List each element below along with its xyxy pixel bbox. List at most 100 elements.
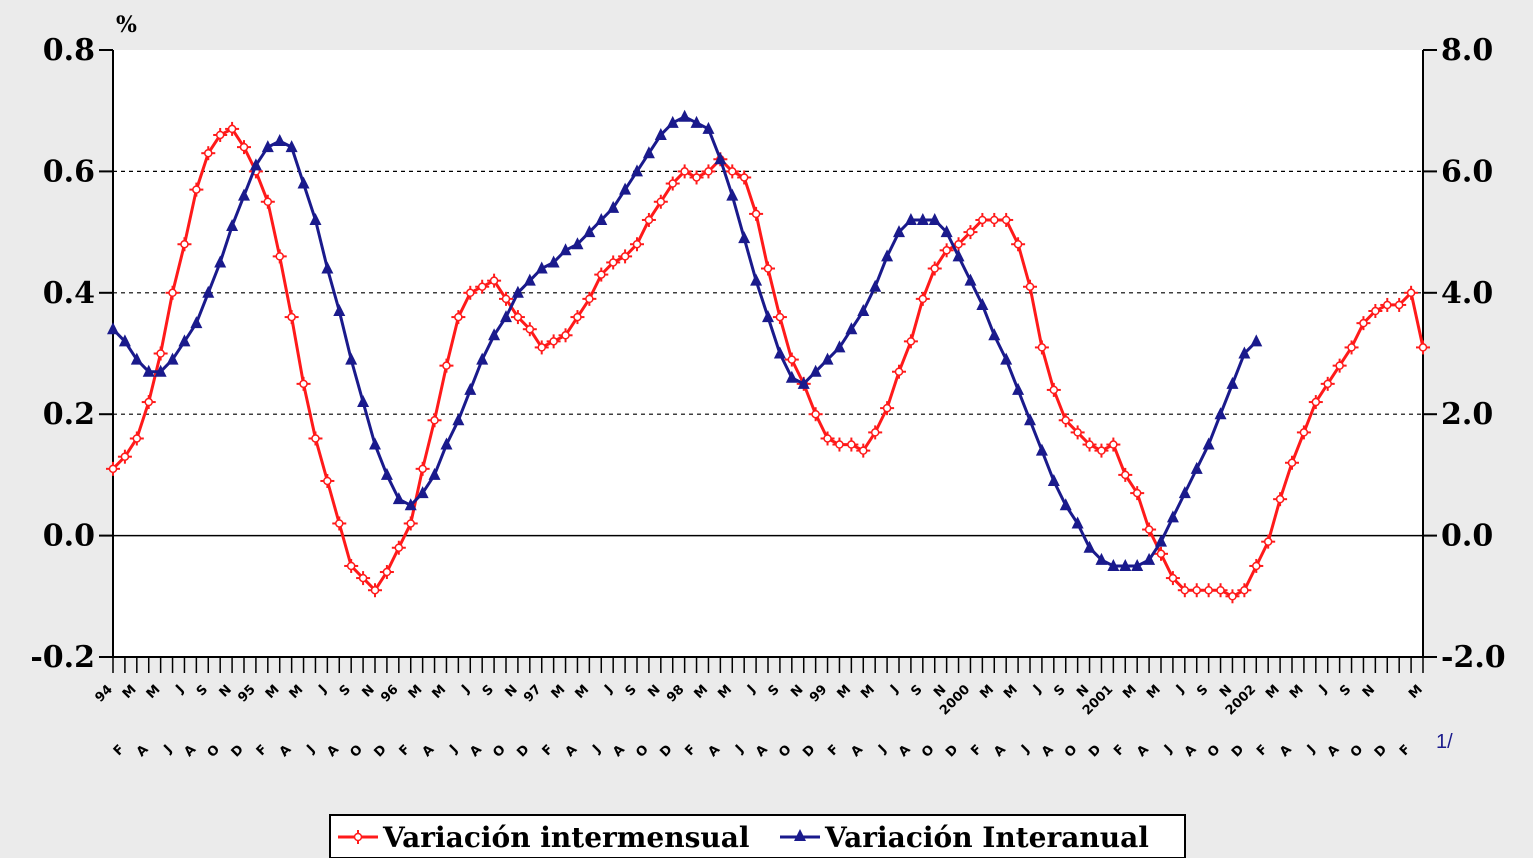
x-tick-label: M	[858, 682, 878, 702]
data-point	[1356, 316, 1371, 331]
data-point	[903, 334, 918, 349]
marker-dot	[1073, 428, 1082, 437]
data-point	[583, 225, 596, 238]
data-point	[344, 558, 359, 573]
marker-dot	[930, 264, 939, 273]
x-tick-label: M	[287, 682, 307, 702]
marker-dot	[370, 585, 380, 595]
data-point	[809, 364, 822, 377]
y-tick-label: -0.2	[30, 640, 95, 675]
data-point	[1143, 552, 1156, 565]
data-point	[893, 225, 905, 238]
marker-dot	[966, 227, 975, 237]
data-point	[487, 273, 502, 288]
marker-dot	[477, 282, 487, 291]
data-point	[964, 273, 977, 286]
data-point	[129, 431, 144, 446]
data-point	[701, 164, 716, 179]
data-point	[1404, 285, 1419, 300]
marker-dot	[1263, 537, 1273, 546]
marker-dot	[835, 440, 844, 449]
marker-dot	[894, 367, 904, 376]
marker-dot	[394, 543, 404, 552]
y-tick-label: 8.0	[1441, 33, 1493, 68]
marker-dot	[823, 434, 832, 443]
marker-dot	[1335, 361, 1344, 370]
data-point	[226, 219, 239, 232]
y-tick-label: 0.0	[43, 519, 95, 554]
x-tick-label: O	[347, 742, 365, 760]
data-point	[249, 158, 262, 171]
data-point	[272, 249, 287, 264]
data-point	[880, 401, 895, 416]
marker-dot	[1180, 585, 1190, 595]
data-point	[106, 461, 120, 476]
data-point	[260, 194, 275, 209]
data-point	[689, 170, 704, 185]
marker-dot	[597, 270, 606, 279]
data-point	[511, 285, 524, 298]
x-tick-label: J	[1316, 682, 1331, 697]
marker-dot	[275, 252, 284, 261]
data-point	[1392, 297, 1407, 312]
x-tick-label: D	[1229, 742, 1247, 760]
x-tick-label: A	[1277, 742, 1295, 760]
data-point	[1166, 510, 1179, 523]
marker-dot	[1049, 385, 1059, 395]
marker-dot	[632, 239, 642, 249]
data-point	[749, 206, 764, 221]
y-tick-label: 0.0	[1441, 519, 1493, 554]
marker-dot	[1025, 282, 1035, 291]
marker-dot	[382, 567, 392, 577]
data-point	[321, 261, 334, 274]
x-tick-label: A	[896, 742, 914, 760]
data-point	[332, 516, 347, 531]
y-tick-label: 0.6	[43, 154, 95, 189]
data-point	[1165, 571, 1180, 586]
y-axis-left-ticks: -0.2 0.0 0.2 0.4 0.6 0.8	[30, 33, 113, 675]
data-point	[201, 146, 216, 161]
x-tick-label: A	[1039, 742, 1057, 760]
data-point	[392, 492, 405, 505]
data-point	[570, 310, 585, 325]
x-tick-label: J	[161, 742, 176, 757]
marker-dot	[335, 519, 344, 528]
marker-dot	[620, 252, 630, 261]
series-layer	[106, 109, 1430, 604]
marker-dot	[906, 337, 916, 346]
data-point	[1070, 425, 1085, 440]
data-point	[868, 425, 883, 440]
marker-dot	[1371, 306, 1380, 316]
x-tick-label: N	[645, 682, 663, 700]
marker-dot	[763, 264, 773, 273]
marker-dot	[1406, 288, 1416, 298]
data-point	[1106, 437, 1121, 452]
marker-dot	[668, 179, 677, 188]
data-point	[273, 134, 286, 147]
x-tick-label: J	[458, 682, 473, 697]
data-point	[892, 364, 906, 379]
marker-dot	[811, 409, 820, 419]
marker-dot	[1275, 494, 1285, 504]
data-point	[844, 437, 859, 452]
data-point	[369, 437, 381, 450]
data-point	[1201, 583, 1216, 598]
data-point	[915, 291, 930, 306]
data-point	[237, 140, 251, 155]
data-point	[1296, 425, 1311, 440]
x-tick-label: N	[1360, 682, 1378, 700]
marker-dot	[442, 361, 451, 370]
marker-dot	[120, 452, 130, 461]
legend-marker-dot	[353, 832, 363, 842]
x-tick-label: J	[887, 682, 902, 697]
x-tick-label: O	[490, 742, 508, 760]
x-tick-label: A	[324, 742, 342, 760]
data-point	[1142, 522, 1157, 537]
data-point	[333, 304, 346, 317]
y-tick-label: -2.0	[1441, 640, 1506, 675]
x-tick-label: O	[1348, 742, 1366, 760]
legend-label: Variación intermensual	[382, 821, 750, 854]
marker-dot	[537, 343, 546, 352]
data-point	[808, 407, 823, 422]
x-tick-label: M	[1001, 682, 1021, 702]
